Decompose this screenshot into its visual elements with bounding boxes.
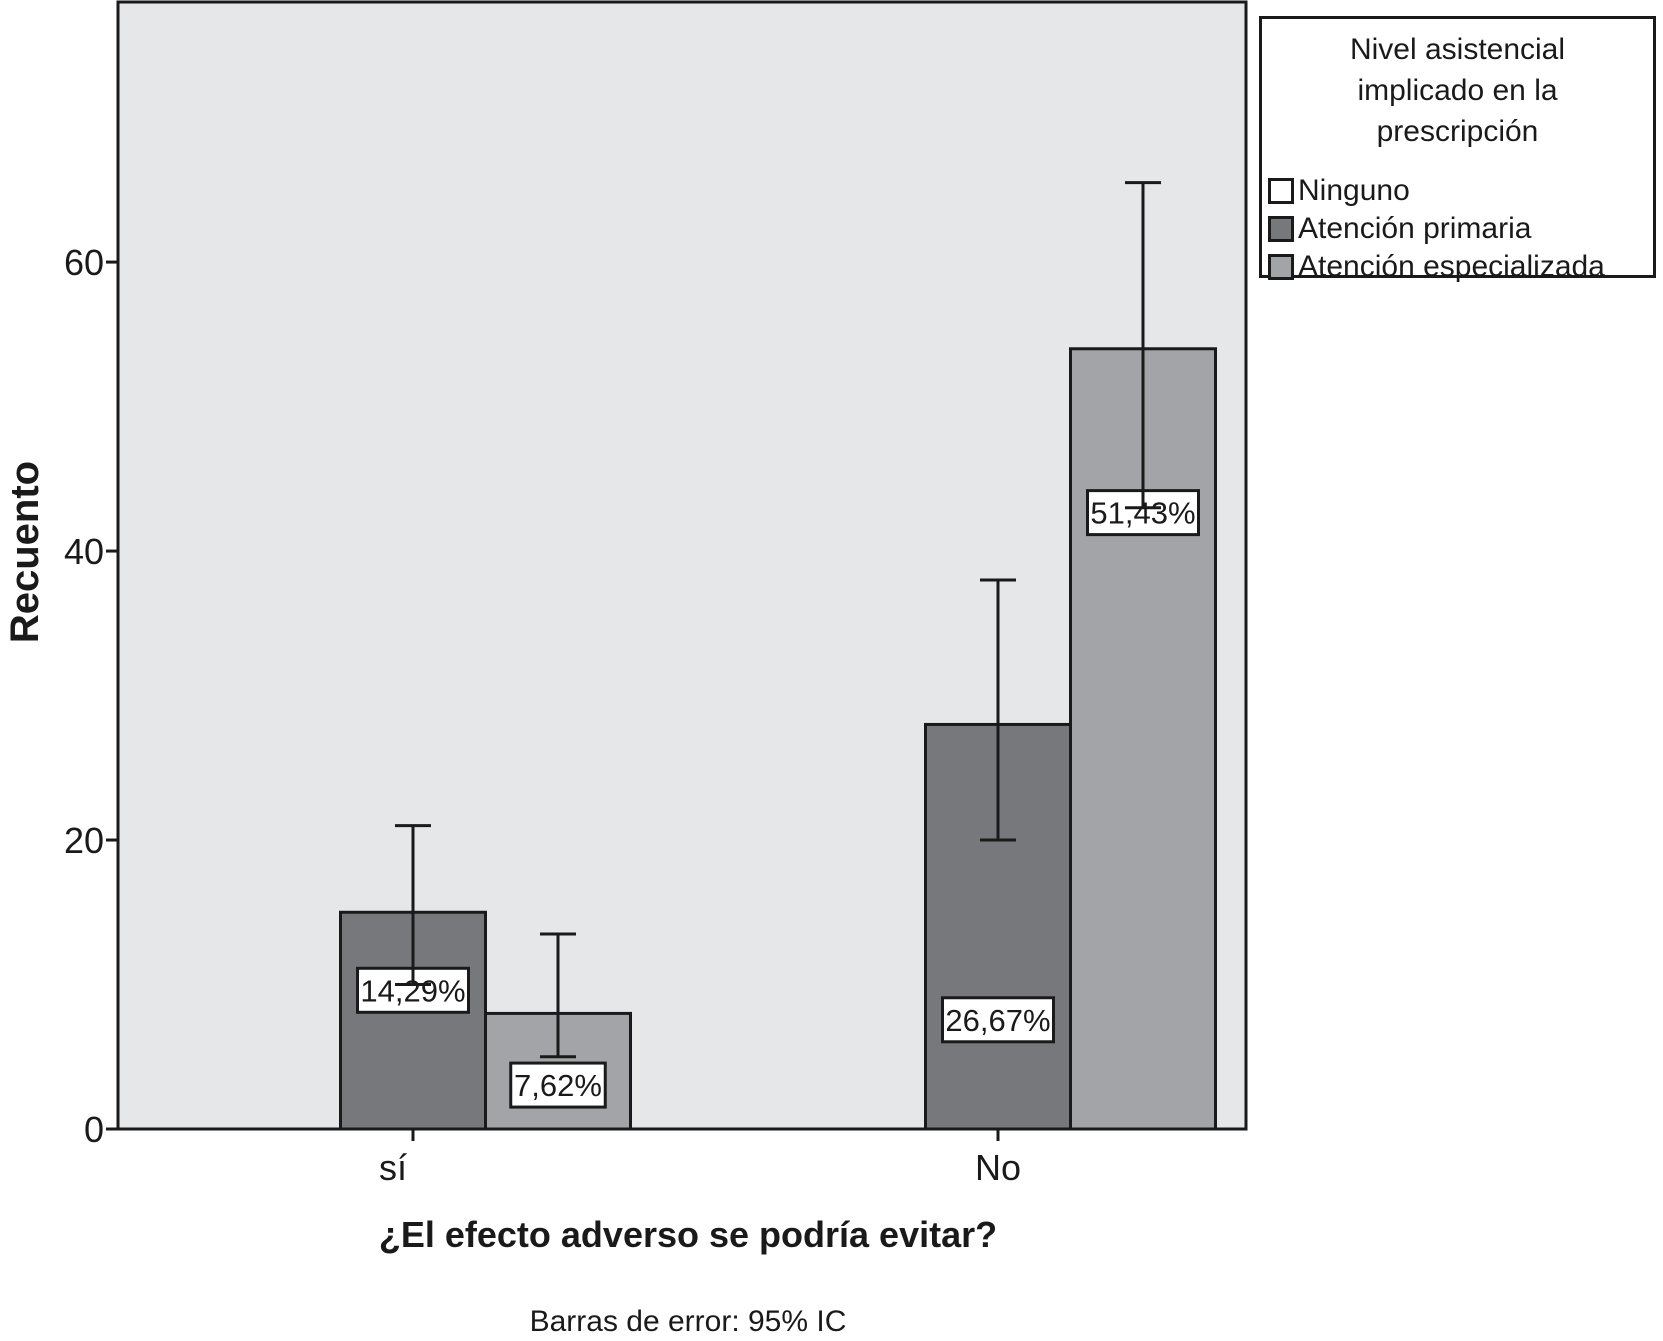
legend-item-atencion-primaria: Atención primaria bbox=[1268, 212, 1531, 246]
data-label-text: 7,62% bbox=[514, 1068, 602, 1103]
data-label-atencion-especializada-si: 7,62% bbox=[509, 1061, 607, 1109]
data-label-atencion-primaria-no: 26,67% bbox=[941, 996, 1055, 1044]
legend-item-atencion-especializada: Atención especializada bbox=[1268, 250, 1605, 284]
error-bar-atencion-primaria-no bbox=[980, 578, 1016, 842]
y-tick-label-40: 40 bbox=[64, 531, 104, 572]
y-tick-label-0: 0 bbox=[84, 1109, 104, 1150]
error-bar-atencion-primaria-si bbox=[395, 824, 431, 987]
legend-title: Nivel asistencial implicado en la prescr… bbox=[1349, 33, 1566, 148]
data-label-text: 26,67% bbox=[945, 1003, 1050, 1038]
error-bar-footnote: Barras de error: 95% IC bbox=[530, 1305, 847, 1338]
legend: Nivel asistencial implicado en la prescr… bbox=[1259, 16, 1656, 283]
legend-item-ninguno: Ninguno bbox=[1268, 174, 1410, 208]
legend-label-atencion-primaria: Atención primaria bbox=[1298, 212, 1532, 245]
legend-swatch-atencion-primaria bbox=[1268, 216, 1294, 242]
error-bar-atencion-especializada-si bbox=[540, 932, 576, 1059]
data-label-box bbox=[941, 996, 1055, 1044]
legend-label-ninguno: Ninguno bbox=[1298, 174, 1410, 207]
plot-area: 14,29%7,62%26,67%51,43% bbox=[116, 0, 1248, 1131]
legend-swatch-atencion-especializada bbox=[1268, 254, 1294, 280]
y-tick-label-20: 20 bbox=[64, 820, 104, 861]
y-tick-label-60: 60 bbox=[64, 242, 104, 283]
x-axis-title: ¿El efecto adverso se podría evitar? bbox=[379, 1214, 997, 1255]
data-label-box bbox=[509, 1061, 607, 1109]
axes: 0 20 40 60 sí No bbox=[64, 2, 1246, 1188]
x-tick-label-si: sí bbox=[379, 1147, 407, 1188]
x-tick-label-no: No bbox=[975, 1147, 1021, 1188]
legend-label-atencion-especializada: Atención especializada bbox=[1298, 250, 1605, 283]
y-axis-title: Recuento bbox=[3, 461, 47, 643]
legend-swatch-ninguno bbox=[1268, 178, 1294, 204]
error-bar-atencion-especializada-no bbox=[1125, 181, 1161, 510]
